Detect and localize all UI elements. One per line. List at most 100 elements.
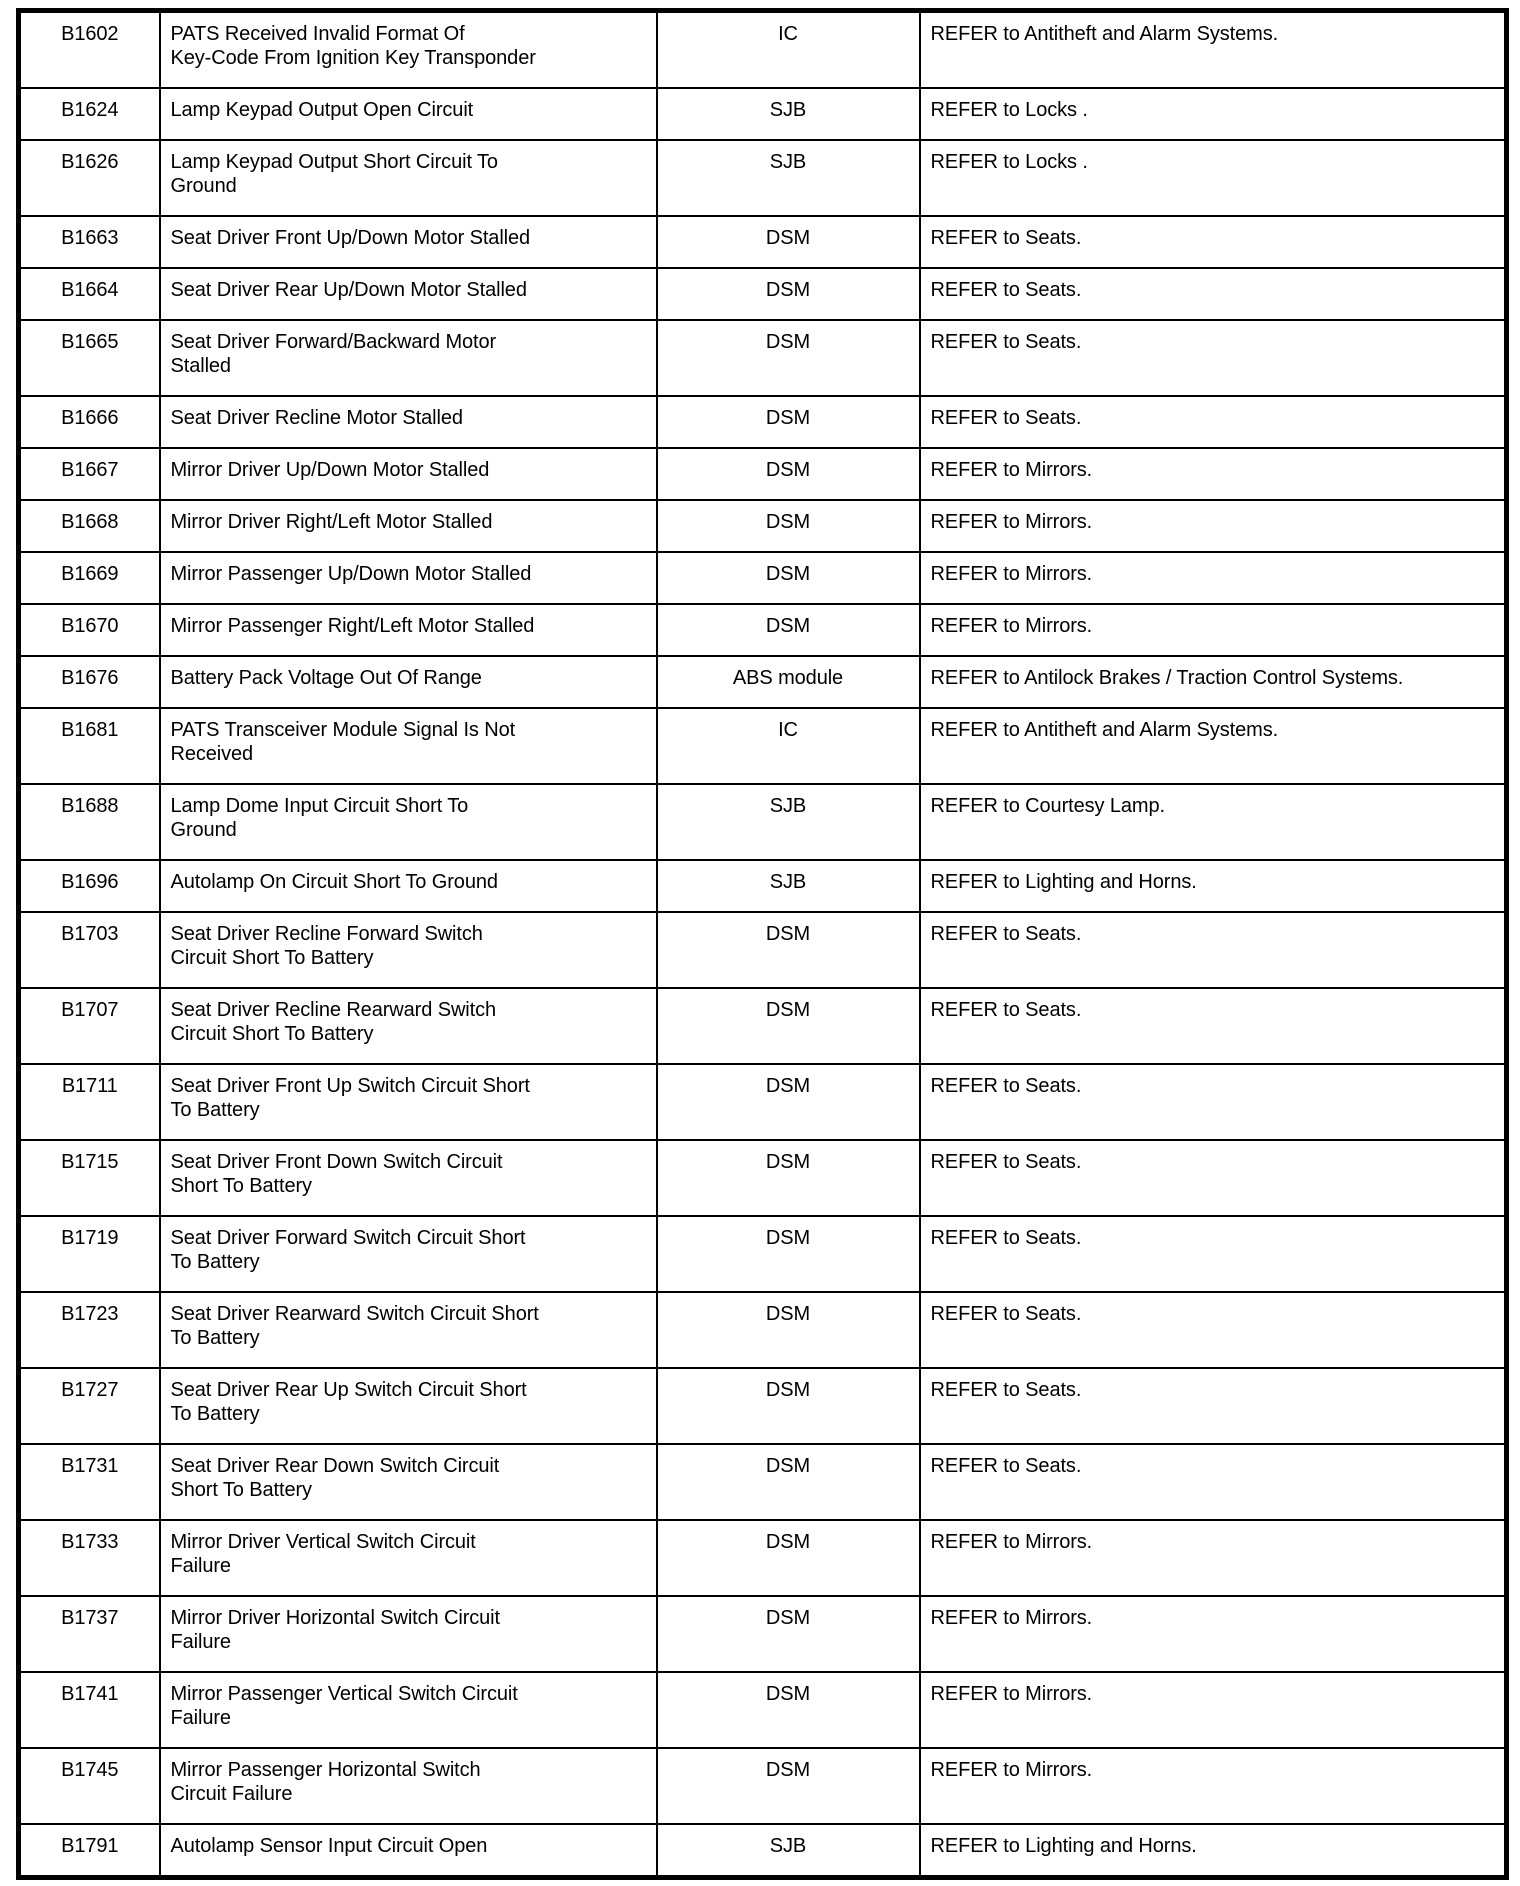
dtc-description-cell: Seat Driver Recline Rearward Switch Circ… [158, 987, 658, 1065]
dtc-module-cell: DSM [655, 447, 921, 501]
dtc-code-cell: B1624 [17, 87, 161, 141]
dtc-action-cell: REFER to Seats. [918, 987, 1508, 1065]
dtc-code-cell: B1731 [17, 1443, 161, 1521]
table-row: B1719 Seat Driver Forward Switch Circuit… [17, 1215, 1508, 1293]
table-row: B1624 Lamp Keypad Output Open Circuit SJ… [17, 87, 1508, 141]
dtc-description-cell: Mirror Driver Up/Down Motor Stalled [158, 447, 658, 501]
dtc-action-cell: REFER to Mirrors. [918, 551, 1508, 605]
table-row: B1681 PATS Transceiver Module Signal Is … [17, 707, 1508, 785]
dtc-description-cell: Mirror Passenger Right/Left Motor Stalle… [158, 603, 658, 657]
dtc-action-cell: REFER to Seats. [918, 267, 1508, 321]
dtc-table: B1602 PATS Received Invalid Format Of Ke… [16, 8, 1509, 1880]
dtc-action-cell: REFER to Lighting and Horns. [918, 1823, 1508, 1879]
dtc-module-cell: DSM [655, 603, 921, 657]
dtc-action-cell: REFER to Seats. [918, 319, 1508, 397]
table-row: B1745 Mirror Passenger Horizontal Switch… [17, 1747, 1508, 1825]
table-row: B1741 Mirror Passenger Vertical Switch C… [17, 1671, 1508, 1749]
table-row: B1669 Mirror Passenger Up/Down Motor Sta… [17, 551, 1508, 605]
dtc-description-cell: Lamp Keypad Output Short Circuit To Grou… [158, 139, 658, 217]
dtc-action-cell: REFER to Seats. [918, 1367, 1508, 1445]
dtc-description-cell: Seat Driver Rear Down Switch Circuit Sho… [158, 1443, 658, 1521]
dtc-module-cell: SJB [655, 783, 921, 861]
dtc-action-cell: REFER to Mirrors. [918, 447, 1508, 501]
table-row: B1791 Autolamp Sensor Input Circuit Open… [17, 1823, 1508, 1879]
dtc-description-cell: Mirror Passenger Vertical Switch Circuit… [158, 1671, 658, 1749]
dtc-module-cell: DSM [655, 319, 921, 397]
dtc-description-cell: Seat Driver Front Up Switch Circuit Shor… [158, 1063, 658, 1141]
dtc-action-cell: REFER to Seats. [918, 1063, 1508, 1141]
dtc-module-cell: DSM [655, 1139, 921, 1217]
dtc-description-cell: Autolamp Sensor Input Circuit Open [158, 1823, 658, 1879]
dtc-description-cell: Seat Driver Recline Motor Stalled [158, 395, 658, 449]
table-row: B1676 Battery Pack Voltage Out Of Range … [17, 655, 1508, 709]
dtc-description-cell: Seat Driver Front Down Switch Circuit Sh… [158, 1139, 658, 1217]
dtc-module-cell: DSM [655, 499, 921, 553]
table-row: B1737 Mirror Driver Horizontal Switch Ci… [17, 1595, 1508, 1673]
dtc-module-cell: SJB [655, 139, 921, 217]
dtc-code-cell: B1663 [17, 215, 161, 269]
dtc-description-cell: Mirror Passenger Up/Down Motor Stalled [158, 551, 658, 605]
dtc-description-cell: Mirror Driver Horizontal Switch Circuit … [158, 1595, 658, 1673]
dtc-action-cell: REFER to Locks . [918, 139, 1508, 217]
dtc-action-cell: REFER to Mirrors. [918, 1671, 1508, 1749]
dtc-description-cell: Mirror Driver Vertical Switch Circuit Fa… [158, 1519, 658, 1597]
dtc-action-cell: REFER to Mirrors. [918, 1595, 1508, 1673]
dtc-code-cell: B1667 [17, 447, 161, 501]
table-row: B1727 Seat Driver Rear Up Switch Circuit… [17, 1367, 1508, 1445]
dtc-description-cell: Seat Driver Rear Up/Down Motor Stalled [158, 267, 658, 321]
table-row: B1715 Seat Driver Front Down Switch Circ… [17, 1139, 1508, 1217]
dtc-action-cell: REFER to Antitheft and Alarm Systems. [918, 707, 1508, 785]
dtc-action-cell: REFER to Courtesy Lamp. [918, 783, 1508, 861]
dtc-module-cell: DSM [655, 395, 921, 449]
dtc-code-cell: B1741 [17, 1671, 161, 1749]
dtc-module-cell: DSM [655, 1367, 921, 1445]
dtc-module-cell: DSM [655, 1747, 921, 1825]
dtc-code-cell: B1711 [17, 1063, 161, 1141]
dtc-module-cell: DSM [655, 1671, 921, 1749]
dtc-code-cell: B1626 [17, 139, 161, 217]
dtc-action-cell: REFER to Lighting and Horns. [918, 859, 1508, 913]
dtc-code-cell: B1688 [17, 783, 161, 861]
table-row: B1663 Seat Driver Front Up/Down Motor St… [17, 215, 1508, 269]
dtc-code-cell: B1791 [17, 1823, 161, 1879]
dtc-module-cell: DSM [655, 1215, 921, 1293]
table-row: B1667 Mirror Driver Up/Down Motor Stalle… [17, 447, 1508, 501]
dtc-action-cell: REFER to Seats. [918, 215, 1508, 269]
dtc-description-cell: Seat Driver Recline Forward Switch Circu… [158, 911, 658, 989]
dtc-action-cell: REFER to Antitheft and Alarm Systems. [918, 9, 1508, 89]
dtc-module-cell: DSM [655, 215, 921, 269]
dtc-action-cell: REFER to Seats. [918, 1291, 1508, 1369]
dtc-action-cell: REFER to Mirrors. [918, 499, 1508, 553]
dtc-code-cell: B1668 [17, 499, 161, 553]
dtc-module-cell: DSM [655, 1519, 921, 1597]
dtc-module-cell: IC [655, 9, 921, 89]
dtc-module-cell: DSM [655, 1291, 921, 1369]
dtc-code-cell: B1665 [17, 319, 161, 397]
dtc-module-cell: IC [655, 707, 921, 785]
dtc-module-cell: SJB [655, 87, 921, 141]
dtc-action-cell: REFER to Seats. [918, 395, 1508, 449]
dtc-code-cell: B1727 [17, 1367, 161, 1445]
table-row: B1696 Autolamp On Circuit Short To Groun… [17, 859, 1508, 913]
dtc-code-cell: B1723 [17, 1291, 161, 1369]
table-row: B1723 Seat Driver Rearward Switch Circui… [17, 1291, 1508, 1369]
dtc-module-cell: DSM [655, 267, 921, 321]
dtc-module-cell: DSM [655, 551, 921, 605]
table-row: B1707 Seat Driver Recline Rearward Switc… [17, 987, 1508, 1065]
dtc-description-cell: Mirror Passenger Horizontal Switch Circu… [158, 1747, 658, 1825]
dtc-module-cell: DSM [655, 911, 921, 989]
table-row: B1670 Mirror Passenger Right/Left Motor … [17, 603, 1508, 657]
dtc-code-cell: B1745 [17, 1747, 161, 1825]
table-row: B1731 Seat Driver Rear Down Switch Circu… [17, 1443, 1508, 1521]
dtc-code-cell: B1719 [17, 1215, 161, 1293]
dtc-module-cell: SJB [655, 1823, 921, 1879]
dtc-action-cell: REFER to Seats. [918, 1443, 1508, 1521]
dtc-description-cell: Lamp Dome Input Circuit Short To Ground [158, 783, 658, 861]
dtc-action-cell: REFER to Mirrors. [918, 1519, 1508, 1597]
dtc-action-cell: REFER to Seats. [918, 1139, 1508, 1217]
dtc-action-cell: REFER to Locks . [918, 87, 1508, 141]
dtc-description-cell: Seat Driver Rear Up Switch Circuit Short… [158, 1367, 658, 1445]
dtc-description-cell: Battery Pack Voltage Out Of Range [158, 655, 658, 709]
dtc-code-cell: B1669 [17, 551, 161, 605]
dtc-module-cell: SJB [655, 859, 921, 913]
